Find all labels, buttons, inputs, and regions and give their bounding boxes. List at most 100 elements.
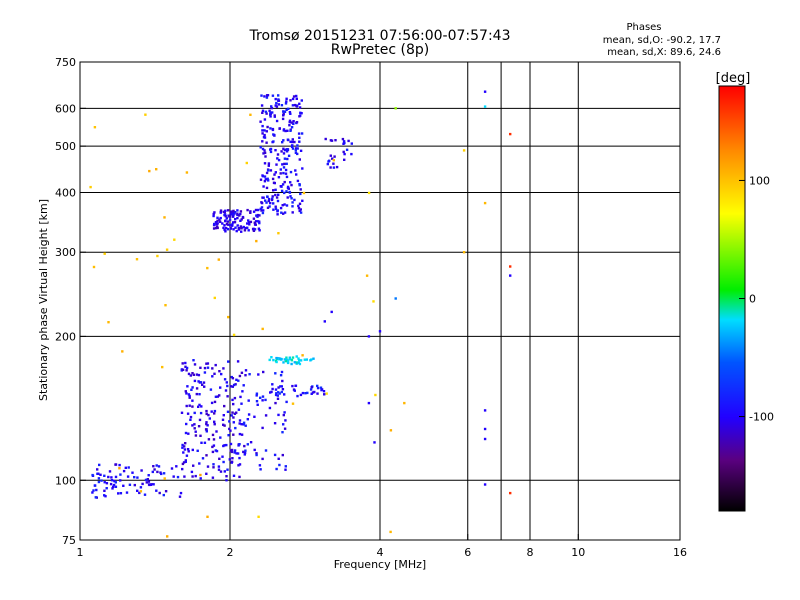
data-point [200, 441, 203, 444]
data-point [108, 470, 112, 473]
data-point [292, 120, 295, 123]
data-point [193, 427, 196, 430]
data-point [110, 476, 113, 479]
data-point [288, 119, 292, 122]
data-point [223, 424, 226, 427]
data-point [222, 444, 225, 448]
data-point [192, 359, 195, 362]
data-point [342, 150, 345, 154]
data-point [282, 413, 285, 417]
data-point [205, 430, 208, 433]
data-point [289, 195, 292, 198]
data-point [323, 320, 326, 323]
data-point [240, 371, 244, 374]
data-point [232, 213, 235, 216]
data-point [272, 133, 275, 136]
data-point [131, 471, 134, 474]
data-point [110, 479, 114, 482]
data-point [191, 475, 194, 478]
data-point [230, 448, 234, 452]
data-point [191, 424, 194, 427]
x-tick-label: 4 [377, 546, 384, 559]
data-point [103, 252, 106, 255]
data-point [271, 387, 274, 391]
data-point [286, 361, 290, 365]
data-point [103, 474, 106, 477]
data-point [103, 481, 106, 484]
data-point [97, 477, 101, 480]
data-point [271, 383, 274, 386]
chart-subtitle: RwPretec (8p) [331, 42, 429, 58]
data-point [199, 477, 202, 480]
data-point [213, 423, 216, 426]
data-point [271, 195, 274, 198]
data-point [224, 219, 227, 222]
data-point [215, 221, 218, 224]
data-point [277, 158, 281, 162]
data-point [192, 464, 195, 467]
data-point [218, 370, 221, 373]
grid [80, 62, 680, 540]
data-point [228, 420, 231, 423]
data-point [342, 140, 346, 143]
data-point [328, 159, 331, 162]
data-point [222, 423, 225, 426]
data-point [373, 441, 376, 444]
data-point [180, 411, 184, 414]
data-point [236, 209, 239, 212]
data-point [265, 171, 269, 175]
data-point [198, 403, 201, 407]
data-point [187, 393, 191, 396]
data-point [389, 429, 393, 432]
data-point [247, 229, 250, 232]
data-point [252, 229, 256, 232]
data-point [296, 152, 299, 156]
data-point [181, 443, 184, 447]
data-point [187, 450, 190, 453]
data-point [285, 400, 288, 404]
data-point [264, 414, 268, 417]
data-point [265, 201, 268, 204]
data-point [265, 94, 269, 97]
data-point [235, 411, 238, 414]
data-point [105, 487, 108, 490]
data-point [275, 467, 278, 471]
data-point [267, 169, 270, 172]
data-point [237, 227, 240, 230]
x-tick-label: 6 [464, 546, 471, 559]
data-point [331, 157, 334, 160]
data-point [267, 197, 271, 201]
data-point [104, 495, 107, 498]
data-point [199, 381, 203, 384]
data-point [280, 385, 283, 388]
data-point [136, 476, 139, 479]
data-point [219, 209, 223, 212]
y-tick-label: 75 [62, 534, 76, 547]
data-point [235, 452, 238, 455]
data-point [268, 205, 271, 208]
data-point [218, 394, 221, 397]
data-point [211, 476, 215, 479]
data-point [230, 213, 233, 216]
data-point [246, 222, 249, 225]
data-point [243, 453, 246, 456]
data-point [223, 224, 226, 227]
data-point [213, 400, 217, 404]
data-point [244, 226, 247, 230]
data-point [165, 248, 169, 251]
axis-ticks: 1 2 4 6 8 10 16 75 100 200 300 400 500 600 750 [55, 56, 687, 559]
phases-stat-o: mean, sd,O: -90.2, 17.7 [603, 35, 721, 46]
data-point [164, 304, 167, 307]
data-point [235, 378, 238, 381]
y-tick-label: 200 [55, 330, 76, 343]
data-point [275, 101, 278, 105]
data-point [152, 483, 155, 486]
data-point [264, 178, 267, 181]
data-point [248, 223, 251, 226]
data-point [263, 136, 267, 139]
data-point [238, 374, 242, 378]
data-point [163, 477, 166, 480]
colorbar-ticks: 100 0 -100 [739, 174, 774, 424]
data-point [246, 208, 249, 212]
data-point [185, 422, 188, 426]
